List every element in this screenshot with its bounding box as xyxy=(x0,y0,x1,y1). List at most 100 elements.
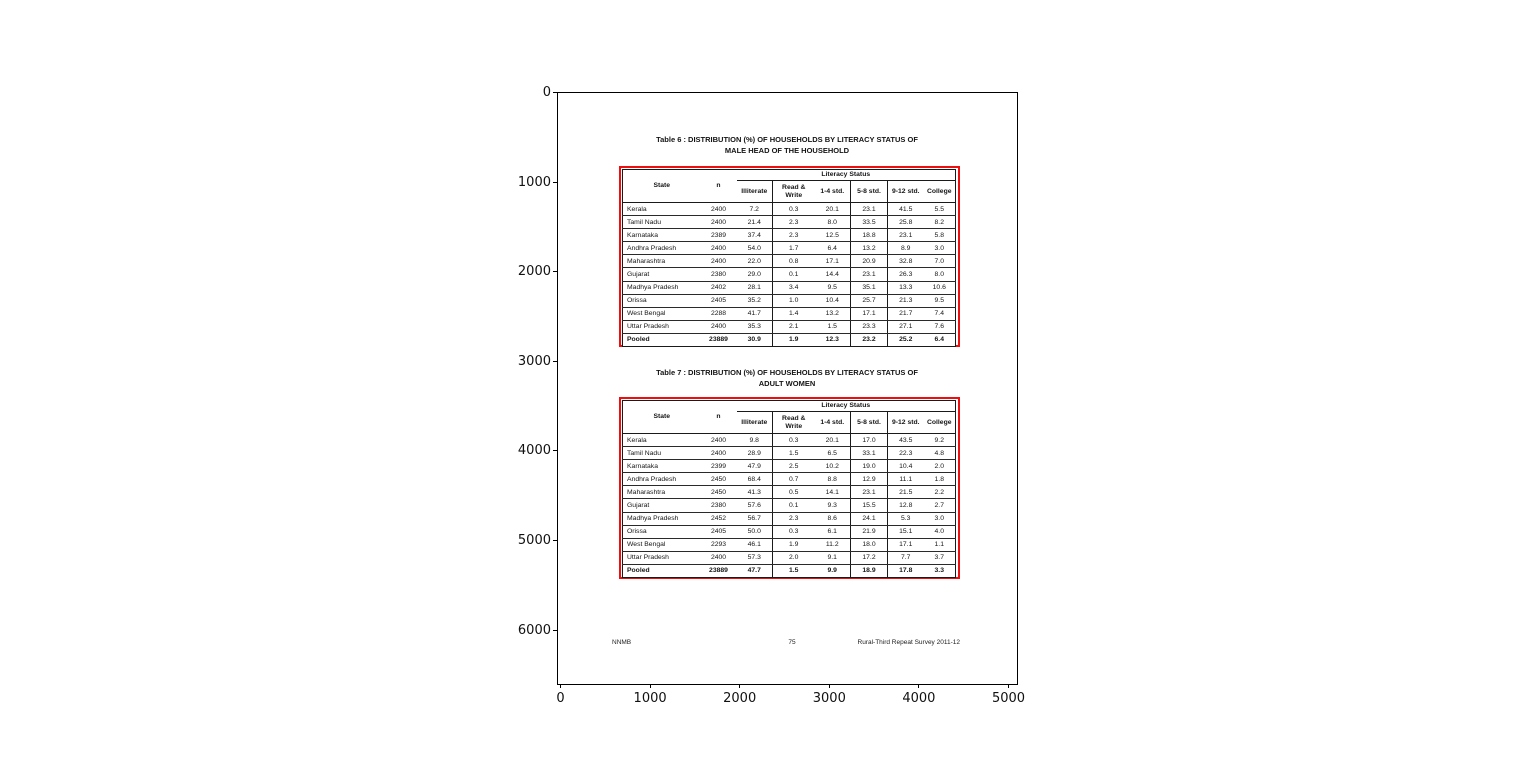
value-cell: 23.1 xyxy=(850,267,888,282)
state-cell: Tamil Nadu xyxy=(622,446,701,461)
y-axis-tick-label: 5000 xyxy=(517,533,551,548)
table7-col-college: College xyxy=(923,411,956,434)
state-cell: Andhra Pradesh xyxy=(622,241,701,256)
state-cell: Madhya Pradesh xyxy=(622,512,701,526)
value-cell: 2399 xyxy=(700,459,737,474)
table-row: Kerala 2400 7.2 0.3 20.1 23.1 41.5 5.5 xyxy=(622,202,956,217)
value-cell: 6.4 xyxy=(923,332,956,347)
value-cell: 17.1 xyxy=(814,254,851,269)
value-cell: 17.8 xyxy=(887,563,924,578)
value-cell: 21.3 xyxy=(887,294,924,308)
value-cell: 0.3 xyxy=(772,525,815,539)
table-row: Gujarat 2380 57.6 0.1 9.3 15.5 12.8 2.7 xyxy=(622,498,956,513)
value-cell: 43.5 xyxy=(887,433,924,448)
value-cell: 41.5 xyxy=(887,202,924,217)
value-cell: 2400 xyxy=(700,433,737,448)
value-cell: 18.0 xyxy=(850,538,888,552)
value-cell: 1.5 xyxy=(814,320,851,334)
y-axis-tick-label: 6000 xyxy=(517,622,551,638)
value-cell: 46.1 xyxy=(736,538,773,552)
value-cell: 33.5 xyxy=(850,215,888,230)
x-axis-tick xyxy=(560,684,561,688)
value-cell: 3.0 xyxy=(923,241,956,256)
value-cell: 2405 xyxy=(700,294,737,308)
value-cell: 11.1 xyxy=(887,472,924,487)
table-row: West Bengal 2293 46.1 1.9 11.2 18.0 17.1 1.1 xyxy=(622,538,956,552)
table6-group-header: Literacy Status xyxy=(736,169,956,181)
table-row: Kerala 2400 9.8 0.3 20.1 17.0 43.5 9.2 xyxy=(622,433,956,448)
value-cell: 2400 xyxy=(700,551,737,565)
value-cell: 28.1 xyxy=(736,281,773,295)
table-row: Karnataka 2389 37.4 2.3 12.5 18.8 23.1 5.8 xyxy=(622,228,956,243)
table6-title: Table 6 : DISTRIBUTION (%) OF HOUSEHOLDS… xyxy=(612,134,962,156)
x-axis-tick xyxy=(918,684,920,688)
value-cell: 2452 xyxy=(700,512,737,526)
value-cell: 13.3 xyxy=(887,281,924,295)
value-cell: 2400 xyxy=(700,254,737,269)
value-cell: 17.2 xyxy=(850,551,888,565)
x-axis-tick xyxy=(739,684,741,688)
x-axis-tick-label: 4000 xyxy=(902,691,936,706)
value-cell: 21.4 xyxy=(736,215,773,230)
value-cell: 12.5 xyxy=(814,228,851,243)
state-cell: Pooled xyxy=(622,332,701,347)
value-cell: 20.1 xyxy=(814,433,851,448)
y-axis-tick-label: 0 xyxy=(542,85,551,100)
x-axis-tick xyxy=(828,684,830,688)
table-row: West Bengal 2288 41.7 1.4 13.2 17.1 21.7 7.4 xyxy=(622,307,956,321)
value-cell: 2.5 xyxy=(772,459,815,474)
value-cell: 8.2 xyxy=(923,215,956,230)
value-cell: 9.2 xyxy=(923,433,956,448)
value-cell: 7.7 xyxy=(887,551,924,565)
value-cell: 54.0 xyxy=(736,241,773,256)
state-cell: Orissa xyxy=(622,294,701,308)
value-cell: 20.1 xyxy=(814,202,851,217)
x-axis-tick-label: 0 xyxy=(556,691,565,706)
value-cell: 25.8 xyxy=(887,215,924,230)
table6-title-line1: Table 6 : DISTRIBUTION (%) OF HOUSEHOLDS… xyxy=(656,135,918,144)
state-cell: Orissa xyxy=(622,525,701,539)
state-cell: Uttar Pradesh xyxy=(622,320,701,334)
value-cell: 23.2 xyxy=(850,332,888,347)
state-cell: Pooled xyxy=(622,563,701,578)
y-axis-tick-label: 2000 xyxy=(517,264,551,280)
value-cell: 12.8 xyxy=(887,498,924,513)
table-row: Uttar Pradesh 2400 57.3 2.0 9.1 17.2 7.7 3.7 xyxy=(622,551,956,565)
value-cell: 47.7 xyxy=(736,563,773,578)
value-cell: 9.5 xyxy=(923,294,956,308)
value-cell: 15.5 xyxy=(850,498,888,513)
value-cell: 35.2 xyxy=(736,294,773,308)
table-row: Orissa 2405 50.0 0.3 6.1 21.9 15.1 4.0 xyxy=(622,525,956,539)
value-cell: 30.9 xyxy=(736,332,773,347)
y-axis-tick xyxy=(553,450,557,452)
value-cell: 35.3 xyxy=(736,320,773,334)
x-axis-tick-label: 2000 xyxy=(723,691,757,706)
table-row: Tamil Nadu 2400 21.4 2.3 8.0 33.5 25.8 8.2 xyxy=(622,215,956,230)
state-cell: Gujarat xyxy=(622,498,701,513)
scanned-document-page: Table 6 : DISTRIBUTION (%) OF HOUSEHOLDS… xyxy=(557,92,1016,683)
table-row: Maharashtra 2450 41.3 0.5 14.1 23.1 21.5 2.2 xyxy=(622,485,956,500)
value-cell: 2450 xyxy=(700,485,737,500)
value-cell: 17.0 xyxy=(850,433,888,448)
value-cell: 2293 xyxy=(700,538,737,552)
table-row: Andhra Pradesh 2400 54.0 1.7 6.4 13.2 8.9 3.0 xyxy=(622,241,956,256)
value-cell: 56.7 xyxy=(736,512,773,526)
value-cell: 10.4 xyxy=(814,294,851,308)
value-cell: 2380 xyxy=(700,267,737,282)
table-row: Madhya Pradesh 2402 28.1 3.4 9.5 35.1 13.3 10.6 xyxy=(622,281,956,295)
value-cell: 3.4 xyxy=(772,281,815,295)
value-cell: 57.3 xyxy=(736,551,773,565)
value-cell: 23.1 xyxy=(887,228,924,243)
value-cell: 23889 xyxy=(700,563,737,578)
value-cell: 1.4 xyxy=(772,307,815,321)
table-row: Andhra Pradesh 2450 68.4 0.7 8.8 12.9 11.1 1.8 xyxy=(622,472,956,487)
state-cell: Maharashtra xyxy=(622,254,701,269)
table6-col-college: College xyxy=(923,180,956,203)
table-row-pooled: Pooled 23889 47.7 1.5 9.9 18.9 17.8 3.3 xyxy=(622,563,956,578)
y-axis-tick xyxy=(553,540,557,541)
value-cell: 14.1 xyxy=(814,485,851,500)
y-axis-tick xyxy=(553,92,557,93)
table7-body: Kerala 2400 9.8 0.3 20.1 17.0 43.5 9.2 Tamil Nad… xyxy=(622,433,956,578)
value-cell: 27.1 xyxy=(887,320,924,334)
value-cell: 21.7 xyxy=(887,307,924,321)
